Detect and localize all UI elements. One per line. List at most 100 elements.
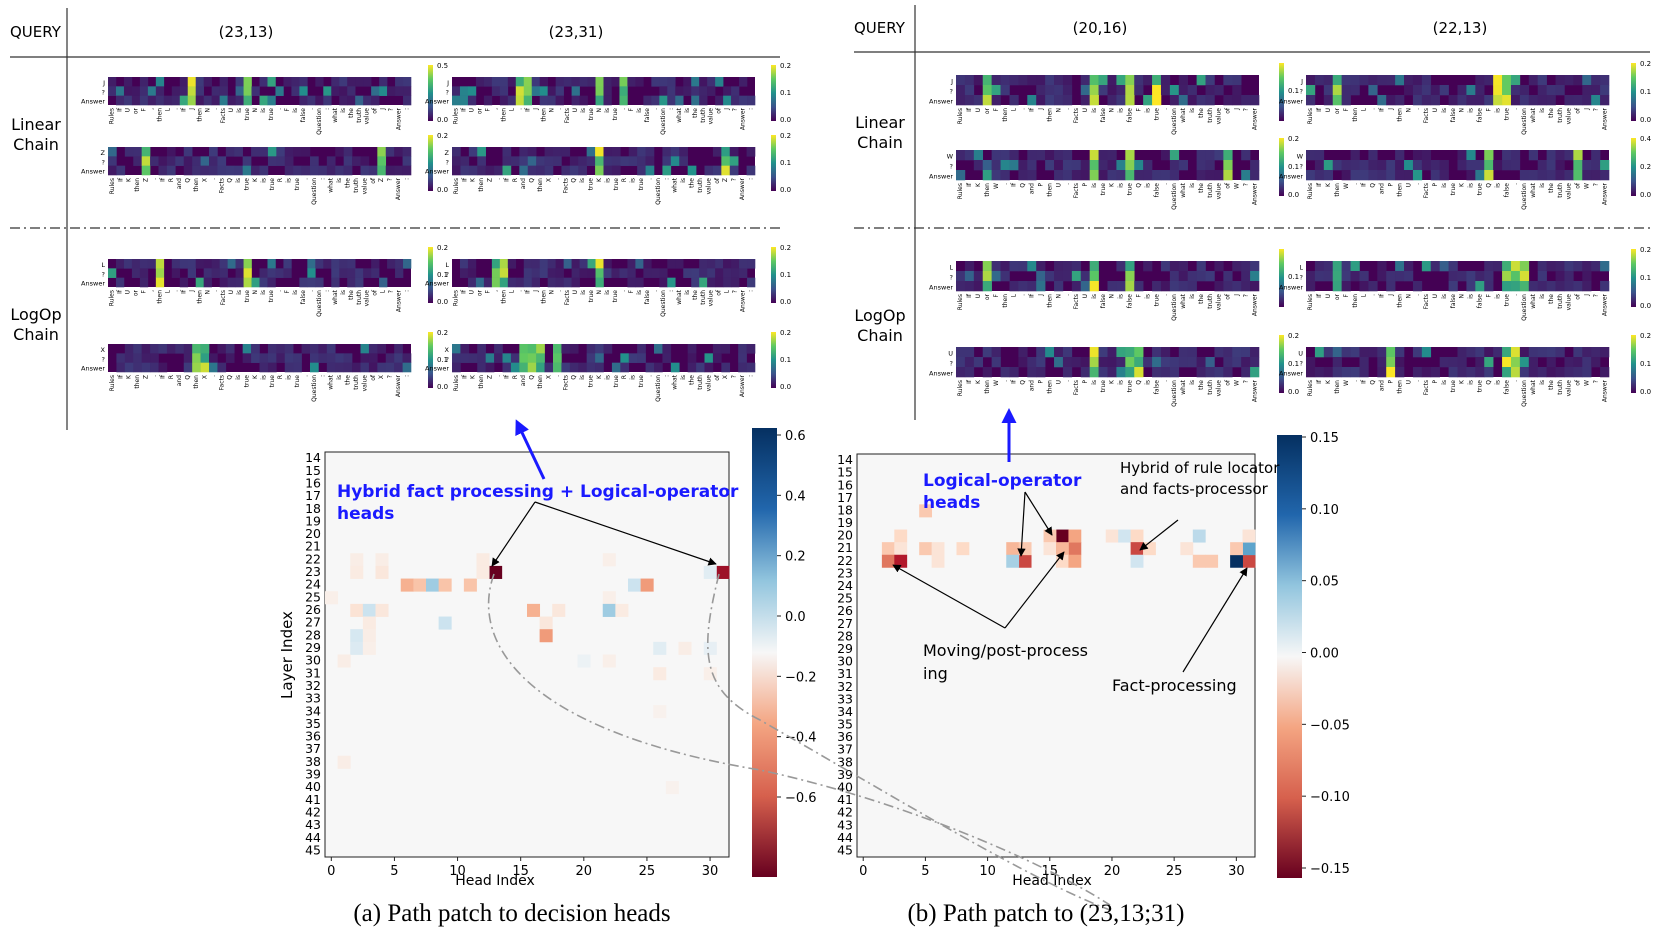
attention-cell [1178, 347, 1189, 358]
attention-cell [1134, 170, 1144, 181]
attention-cell [1107, 367, 1117, 378]
attention-cell [1582, 357, 1592, 368]
heatmap-cell [577, 654, 591, 668]
heatmap-cell [375, 565, 389, 579]
attention-cell [637, 147, 646, 157]
attention-cell [586, 362, 596, 373]
attention-cell [1341, 367, 1351, 378]
attention-cell [293, 353, 302, 363]
attention-cell [507, 77, 517, 87]
attention-cell [1368, 75, 1378, 86]
attention-cell [1187, 357, 1197, 368]
attention-cell [1510, 261, 1521, 272]
attention-token-label: : [663, 178, 670, 180]
attention-cell [1306, 95, 1316, 106]
attention-cell [1214, 347, 1224, 358]
attention-token-label: and [520, 375, 527, 386]
attention-colorbar-label: 0.1 [780, 89, 791, 97]
attention-cell [627, 77, 636, 87]
attention-token-label: U [572, 290, 579, 294]
attention-token-label: or [1334, 107, 1341, 114]
attention-token-label: N [596, 108, 603, 113]
attention-cell [307, 95, 316, 106]
attention-cell [1214, 367, 1224, 378]
attention-cell [595, 77, 604, 87]
attention-cell [347, 259, 356, 269]
attention-token-label: U [1405, 380, 1412, 384]
attention-token-label: ? [731, 178, 738, 181]
attention-cell [603, 156, 613, 166]
attention-cell [1027, 95, 1037, 106]
attention-cell [452, 156, 461, 166]
attention-token-label: ? [732, 290, 739, 293]
colorbar-tick-label: −0.05 [1310, 718, 1350, 733]
attention-cell [1457, 271, 1467, 282]
attention-cell [1314, 160, 1325, 171]
attention-cell [217, 362, 227, 373]
attention-token-label: what [1530, 182, 1537, 197]
attention-cell [531, 259, 541, 269]
attention-token-label: is [1091, 294, 1098, 299]
attention-cell [460, 344, 470, 354]
attention-cell [499, 77, 509, 87]
attention-token-label: If [1316, 293, 1323, 298]
attention-cell [1395, 170, 1405, 181]
heatmap-cell [919, 504, 933, 518]
heatmap-cell [337, 755, 351, 769]
attention-token-label: and [1379, 183, 1386, 194]
attention-colorbar [771, 332, 776, 388]
y-tick-label: 22 [305, 551, 321, 566]
y-tick-label: 41 [305, 792, 321, 807]
attention-token-label: of [1225, 107, 1232, 114]
attention-cell [166, 165, 176, 176]
annotation-a-arrow-31 [534, 501, 717, 566]
x-tick-label: 10 [449, 864, 466, 879]
attention-cell [603, 95, 612, 106]
attention-token-label: value [1216, 108, 1223, 125]
attention-cell [1116, 95, 1126, 106]
attention-cell [379, 86, 388, 96]
attention-cell [124, 353, 134, 363]
attention-cell [1555, 261, 1565, 272]
attention-token-label: J [1387, 294, 1394, 297]
attention-cell [133, 362, 142, 373]
attention-cell [1214, 170, 1224, 181]
attention-cell [1591, 347, 1601, 358]
heatmap-a: 1415161718192021222324252627282930313233… [278, 428, 817, 889]
attention-cell [1368, 281, 1378, 292]
attention-token-label: R [277, 375, 284, 379]
attention-cell [1350, 75, 1360, 86]
attention-cell [1502, 75, 1512, 86]
attention-cell [331, 86, 340, 96]
attention-cell [166, 156, 176, 166]
attention-token-label: Answer [1601, 379, 1608, 402]
attention-cell [1009, 75, 1019, 86]
attention-cell [1591, 170, 1601, 181]
attention-cell [1080, 160, 1090, 171]
attention-cell [1564, 150, 1574, 161]
attention-cell [1457, 357, 1467, 368]
attention-cell [973, 357, 984, 368]
y-tick-label: 17 [305, 488, 321, 503]
attention-cell [595, 362, 604, 373]
heatmap-cell [362, 616, 376, 630]
attention-token-label: N [1055, 108, 1062, 113]
attention-token-label: X [722, 375, 729, 379]
attention-cell [637, 156, 646, 166]
attention-cell [1116, 75, 1126, 86]
attention-cell [595, 277, 604, 288]
attention-token-label: L [1361, 293, 1368, 297]
attention-cell [195, 95, 204, 106]
attention-cell [155, 259, 165, 269]
attention-token-label: what [672, 374, 679, 389]
attention-cell [628, 156, 638, 166]
attention-token-label: Q [1135, 183, 1142, 188]
attention-token-label: : [403, 375, 410, 377]
attention-cell [133, 353, 142, 363]
attention-token-label: F [284, 289, 291, 293]
attention-cell [211, 95, 220, 106]
attention-cell [243, 77, 252, 87]
attention-cell [139, 95, 149, 106]
